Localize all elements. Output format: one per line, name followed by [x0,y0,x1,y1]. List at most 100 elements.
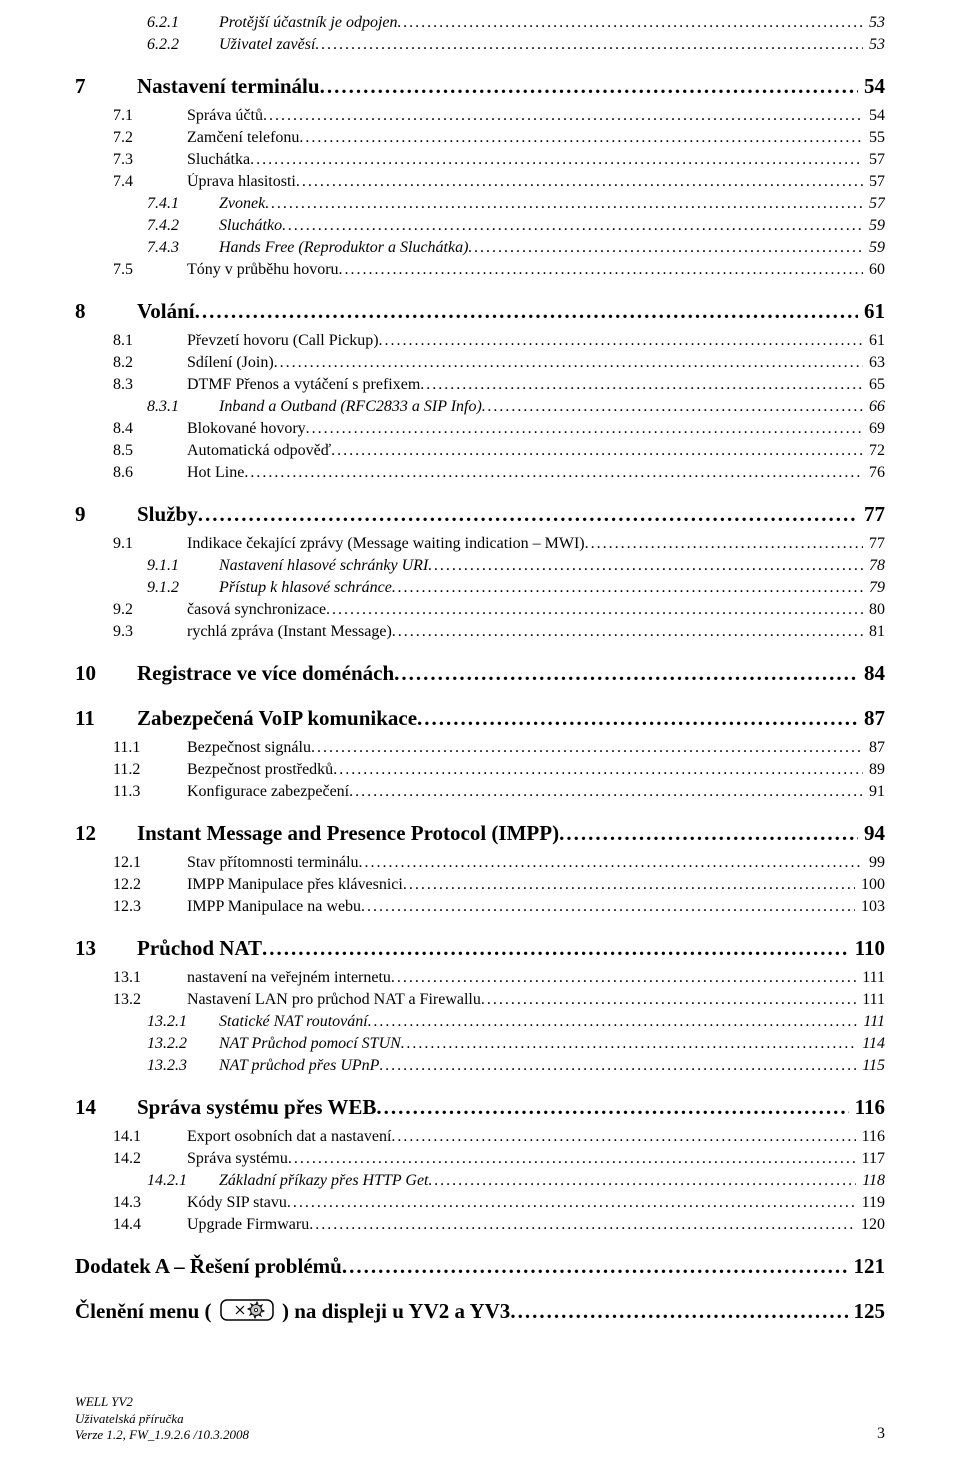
toc-page-number: 77 [863,535,885,553]
toc-number: 9.1.1 [147,557,219,575]
toc-page-number: 59 [863,217,885,235]
toc-page-number: 61 [863,332,885,350]
toc-title: Průchod NAT [137,936,262,961]
toc-row-lvl2: 7.4Úprava hlasitosti57 [113,173,885,191]
toc-row-lvl2: 14.4Upgrade Firmwaru120 [113,1216,885,1234]
toc-leader-dots [361,898,855,916]
toc-row-lvl1: 7Nastavení terminálu54 [75,74,885,99]
toc-number: 11.2 [113,761,187,779]
toc-number: 7.4 [113,173,187,191]
toc-title: Indikace čekající zprávy (Message waitin… [187,535,585,553]
toc-page-number: 119 [856,1194,885,1212]
toc-leader-dots [559,821,858,846]
toc-page-number: 59 [863,239,885,257]
toc-leader-dots [379,1057,856,1075]
toc-row-lvl3: 6.2.2Uživatel zavěsí53 [147,36,885,54]
toc-number: 13.2.3 [147,1057,219,1075]
toc-row-lvl3: 13.2.3NAT průchod přes UPnP115 [147,1057,885,1075]
toc-title: Nastavení LAN pro průchod NAT a Firewall… [187,991,481,1009]
toc-number: 11.3 [113,783,187,801]
toc-row-lvl1: 10Registrace ve více doménách84 [75,661,885,686]
toc-row-lvl3: 13.2.1Statické NAT routování111 [147,1013,885,1031]
toc-row-lvl2: 9.1Indikace čekající zprávy (Message wai… [113,535,885,553]
toc-page-number: 65 [863,376,885,394]
toc-number: 13.1 [113,969,187,987]
toc-number: 7.2 [113,129,187,147]
footer-line-3: Verze 1.2, FW_1.9.2.6 /10.3.2008 [75,1427,249,1443]
toc-leader-dots [392,579,863,597]
toc-title: Služby [137,502,198,527]
toc-page-number: 53 [863,14,885,32]
toc-page-number: 55 [863,129,885,147]
toc-title: Kódy SIP stavu [187,1194,287,1212]
toc-row-lvl2: 13.2Nastavení LAN pro průchod NAT a Fire… [113,991,885,1009]
toc-title: Inband a Outband (RFC2833 a SIP Info) [219,398,482,416]
toc-row-lvl2: 13.1nastavení na veřejném internetu111 [113,969,885,987]
toc-leader-dots [287,1194,856,1212]
toc-title: Instant Message and Presence Protocol (I… [137,821,559,846]
toc-page-number: 54 [858,74,885,99]
toc-row-lvl2: 7.3Sluchátka57 [113,151,885,169]
toc-page-number: 81 [863,623,885,641]
toc-number: 8.3 [113,376,187,394]
toc-number: 8.5 [113,442,187,460]
toc-row-lvl3: 14.2.1Základní příkazy přes HTTP Get118 [147,1172,885,1190]
toc-title: Správa systému přes WEB [137,1095,376,1120]
toc-page-number: 69 [863,420,885,438]
toc-row-lvl2: 11.3Konfigurace zabezpečení91 [113,783,885,801]
toc-page-number: 116 [856,1128,885,1146]
toc-title: Hot Line [187,464,244,482]
toc-title: Úprava hlasitosti [187,173,296,191]
toc-number: 14.1 [113,1128,187,1146]
toc-leader-dots [198,502,858,527]
toc-leader-dots [376,1095,848,1120]
toc-title: Správa systému [187,1150,288,1168]
toc-leader-dots [428,1172,856,1190]
toc-number: 7.1 [113,107,187,125]
toc-leader-dots [195,299,858,324]
toc-leader-dots [368,1013,858,1031]
toc-title: Stav přítomnosti terminálu [187,854,359,872]
toc-leader-dots [403,876,855,894]
toc-leader-dots [401,1035,856,1053]
toc-leader-dots [315,36,863,54]
toc-number: 14 [75,1095,137,1120]
toc-title: Zabezpečená VoIP komunikace [137,706,417,731]
toc-menu-prefix: Členění menu ( [75,1299,212,1323]
toc-page-number: 115 [856,1057,885,1075]
toc-row-lvl2: 8.3DTMF Přenos a vytáčení s prefixem 65 [113,376,885,394]
toc-title: Nastavení hlasové schránky URI [219,557,428,575]
toc-leader-dots [262,936,849,961]
toc-number: 6.2.2 [147,36,219,54]
toc-title: DTMF Přenos a vytáčení s prefixem [187,376,420,394]
toc-title: IMPP Manipulace přes klávesnici [187,876,403,894]
toc-row-lvl3: 8.3.1Inband a Outband (RFC2833 a SIP Inf… [147,398,885,416]
toc-appendix-title: Dodatek A – Řešení problémů [75,1254,342,1279]
toc-row-lvl1: 11Zabezpečená VoIP komunikace87 [75,706,885,731]
toc-number: 12.3 [113,898,187,916]
toc-leader-dots [331,442,863,460]
toc-leader-dots [392,623,863,641]
toc-number: 11.1 [113,739,187,757]
toc-row-lvl3: 7.4.1Zvonek57 [147,195,885,213]
toc-leader-dots [428,557,863,575]
footer-page-number: 3 [877,1425,885,1443]
toc-leader-dots [391,1128,855,1146]
toc-number: 14.2.1 [147,1172,219,1190]
toc-page-number: 79 [863,579,885,597]
toc-row-lvl2: 11.1Bezpečnost signálu87 [113,739,885,757]
toc-title: Zamčení telefonu [187,129,299,147]
toc-number: 7.5 [113,261,187,279]
toc-appendix-row: Dodatek A – Řešení problémů 121 [75,1254,885,1279]
toc-title: Export osobních dat a nastavení [187,1128,391,1146]
toc-number: 14.3 [113,1194,187,1212]
toc-leader-dots [333,761,863,779]
toc-leader-dots [359,854,863,872]
toc-number: 8.1 [113,332,187,350]
toc-row-lvl1: 8Volání61 [75,299,885,324]
toc-row-lvl2: 12.2IMPP Manipulace přes klávesnici100 [113,876,885,894]
toc-number: 10 [75,661,137,686]
toc-leader-dots [320,74,858,99]
toc-number: 7.4.2 [147,217,219,235]
document-page: { "toc": [ { "lvl": 3, "num": "6.2.1", "… [0,0,960,1471]
